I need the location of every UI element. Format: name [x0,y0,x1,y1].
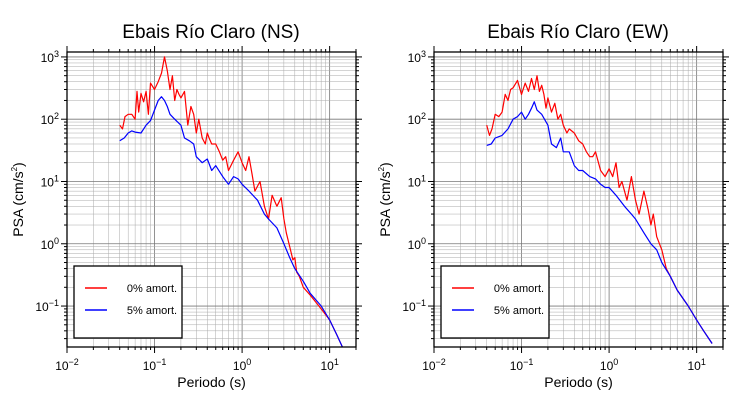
legend-label: 0% amort. [494,283,544,295]
x-tick-label: 101 [687,357,705,373]
x-axis-label: Periodo (s) [544,374,612,390]
chart-panel-ns: Ebais Río Claro (NS) 10−2 10−1 100 101 10−1 10… [10,22,362,390]
x-axis-label: Periodo (s) [177,374,245,390]
chart-title: Ebais Río Claro (EW) [487,22,669,43]
legend: 0% amort. 5% amort. [440,265,550,339]
y-tick-label: 101 [41,173,59,189]
y-tick-label: 102 [41,111,59,127]
x-tick-label: 10−1 [510,357,534,373]
y-axis-label: PSA (cm/s2) [10,162,26,236]
y-tick-label: 10−1 [35,298,59,314]
x-tick-label: 10−2 [422,357,446,373]
y-axis-label: PSA (cm/s2) [377,162,393,236]
chart-panel-ew: Ebais Río Claro (EW) 10−2 10−1 100 101 10−1 10… [377,22,729,390]
legend-box [440,265,550,339]
y-tick-label: 100 [41,236,59,252]
y-tick-label: 10−1 [402,298,426,314]
legend-label: 5% amort. [127,305,177,317]
legend-box [73,265,183,339]
chart-title: Ebais Río Claro (NS) [122,22,299,43]
x-tick-label: 101 [320,357,338,373]
y-tick-label: 100 [408,236,426,252]
y-tick-label: 103 [41,49,59,65]
x-tick-label: 10−1 [143,357,167,373]
y-tick-label: 102 [408,111,426,127]
x-tick-label: 10−2 [55,357,79,373]
x-tick-label: 100 [600,357,618,373]
plot-frame [433,51,724,348]
series-line-undamped [486,75,713,344]
x-tick-label: 100 [233,357,251,373]
series-line-damped [486,101,713,344]
grid [66,52,357,347]
y-tick-label: 103 [408,49,426,65]
y-tick-label: 101 [408,173,426,189]
series-line-damped [119,96,343,348]
legend-label: 0% amort. [127,283,177,295]
legend-label: 5% amort. [494,305,544,317]
series-line-undamped [119,56,343,348]
plot-frame [66,51,357,348]
legend: 0% amort. 5% amort. [73,265,183,339]
